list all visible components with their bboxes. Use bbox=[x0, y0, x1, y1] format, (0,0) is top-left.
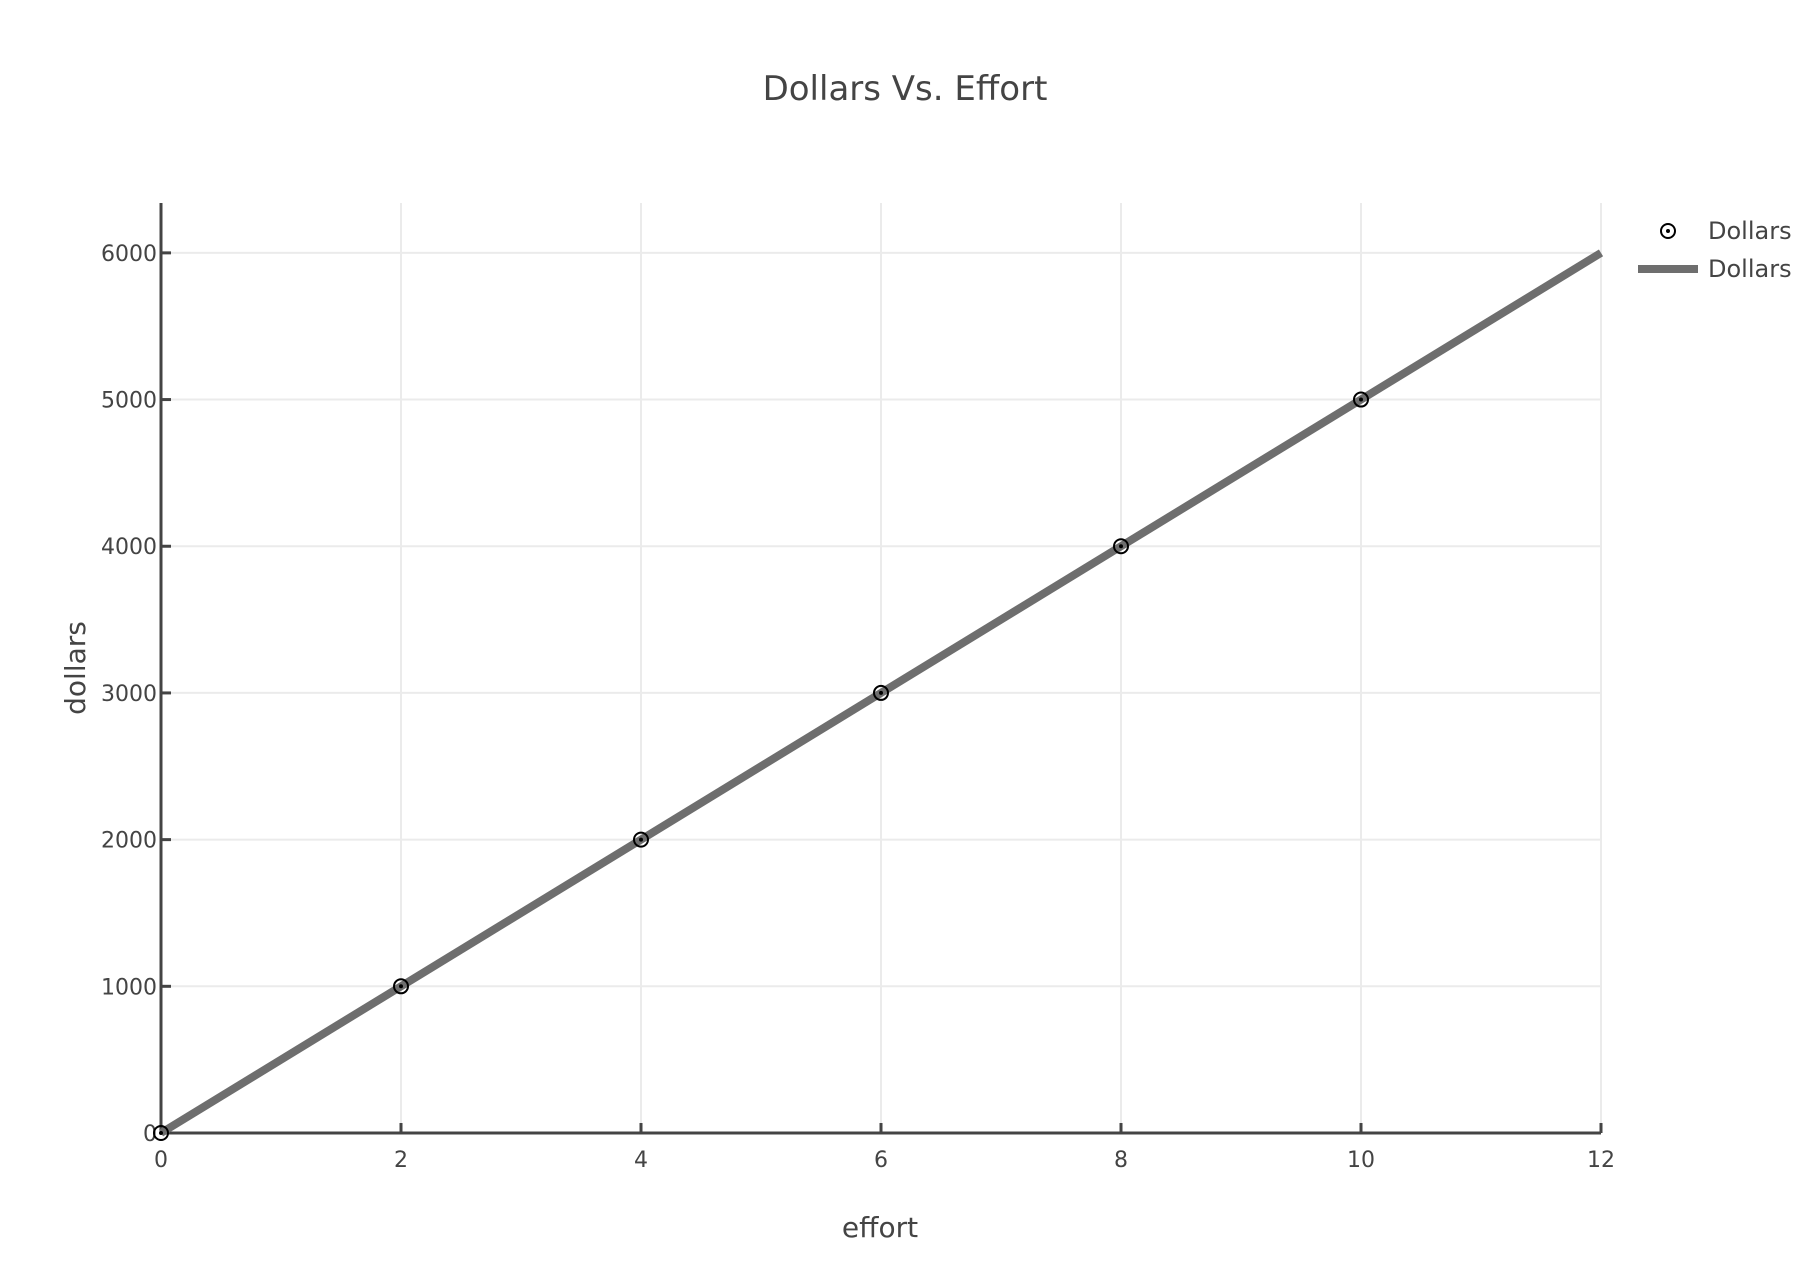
data-point-ring bbox=[1113, 538, 1129, 555]
chart-title: Dollars Vs. Effort bbox=[763, 69, 1048, 109]
data-point[interactable] bbox=[1113, 538, 1129, 555]
data-point-dot bbox=[159, 1131, 163, 1135]
data-point-ring bbox=[393, 978, 409, 995]
data-point-dot bbox=[1359, 397, 1363, 402]
legend-label-markers: Dollars bbox=[1708, 217, 1792, 245]
x-axis-title: effort bbox=[842, 1211, 918, 1244]
x-tick-label: 10 bbox=[1347, 1148, 1375, 1173]
data-point-ring bbox=[873, 684, 889, 701]
legend-marker-icon bbox=[1660, 223, 1676, 239]
data-point-dot bbox=[879, 690, 883, 695]
y-axis-title: dollars bbox=[59, 621, 92, 715]
legend-item-line[interactable]: Dollars bbox=[1638, 255, 1792, 283]
y-tick-label: 4000 bbox=[101, 535, 157, 560]
x-tick-label: 12 bbox=[1587, 1148, 1615, 1173]
y-tick-label: 0 bbox=[143, 1122, 157, 1147]
data-point-ring bbox=[153, 1125, 169, 1141]
data-point[interactable] bbox=[633, 831, 649, 848]
x-tick-label: 2 bbox=[394, 1148, 408, 1173]
axes: 0 2 4 6 8 10 12 0 1000 2000 3000 4000 5000 6000 bbox=[101, 203, 1615, 1173]
y-tick-label: 2000 bbox=[101, 829, 157, 854]
legend-item-markers[interactable]: Dollars bbox=[1660, 217, 1792, 245]
data-point-ring bbox=[1353, 391, 1369, 408]
data-point[interactable] bbox=[873, 684, 889, 701]
y-tick-label: 5000 bbox=[101, 389, 157, 414]
legend[interactable]: Dollars Dollars bbox=[1638, 217, 1792, 283]
legend-marker-dot bbox=[1666, 229, 1670, 233]
data-point[interactable] bbox=[393, 978, 409, 995]
data-point[interactable] bbox=[153, 1125, 169, 1141]
data-point[interactable] bbox=[1353, 391, 1369, 408]
y-tick-label: 3000 bbox=[101, 682, 157, 707]
series-layer bbox=[153, 249, 1604, 1141]
x-tick-label: 6 bbox=[874, 1148, 888, 1173]
x-tick-label: 8 bbox=[1114, 1148, 1128, 1173]
y-tick-label: 1000 bbox=[101, 975, 157, 1000]
data-point-ring bbox=[633, 831, 649, 848]
grid bbox=[161, 203, 1602, 1133]
x-tick-label: 4 bbox=[634, 1148, 648, 1173]
data-point-dot bbox=[399, 984, 403, 989]
data-point-dot bbox=[639, 837, 643, 842]
x-tick-label: 0 bbox=[154, 1148, 168, 1173]
data-point-dot bbox=[1119, 544, 1123, 549]
y-tick-label: 6000 bbox=[101, 242, 157, 267]
legend-label-line: Dollars bbox=[1708, 255, 1792, 283]
